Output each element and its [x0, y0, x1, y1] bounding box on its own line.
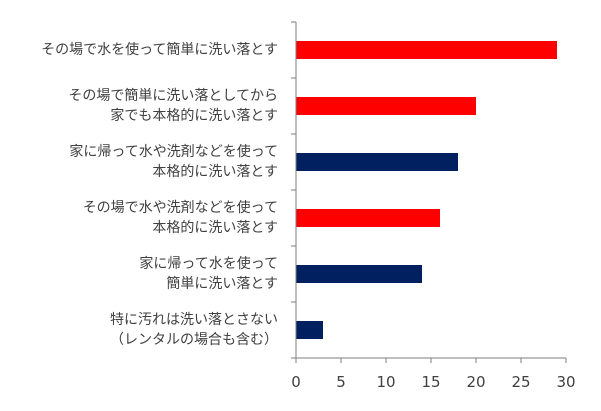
category-label-5-line-1: 家に帰って水を使って — [139, 255, 278, 272]
x-tick-label-1: 5 — [336, 373, 346, 391]
x-tick-labels: 0 5 10 15 20 25 30 — [291, 373, 575, 391]
category-label-4-line-1: その場で水や洗剤などを使って — [83, 199, 278, 216]
category-label-2-line-2: 家でも本格的に洗い落とす — [110, 107, 278, 124]
x-tick-label-3: 15 — [421, 373, 440, 391]
category-label-6-line-2: （レンタルの場合も含む） — [110, 332, 278, 348]
bar-3 — [296, 153, 458, 171]
bar-2 — [296, 97, 476, 115]
category-label-1-line-1: その場で水を使って簡単に洗い落とす — [41, 41, 278, 58]
bar-4 — [296, 209, 440, 227]
x-tick-label-0: 0 — [291, 373, 301, 391]
bar-1 — [296, 41, 557, 59]
bars — [296, 41, 557, 339]
x-tick-label-4: 20 — [466, 373, 485, 391]
bar-6 — [296, 321, 323, 339]
category-label-5-line-2: 簡単に洗い落とす — [166, 276, 278, 292]
x-tick-label-2: 10 — [376, 373, 395, 391]
category-labels: その場で水を使って簡単に洗い落とすその場で簡単に洗い落としてから家でも本格的に洗… — [41, 41, 278, 348]
category-label-4-line-2: 本格的に洗い落とす — [152, 220, 278, 236]
axes — [291, 21, 567, 363]
category-label-3-line-2: 本格的に洗い落とす — [152, 164, 278, 180]
category-label-3-line-1: 家に帰って水や洗剤などを使って — [69, 143, 278, 160]
category-label-2-line-1: その場で簡単に洗い落としてから — [68, 88, 278, 104]
x-tick-label-5: 25 — [511, 373, 530, 391]
category-label-6-line-1: 特に汚れは洗い落とさない — [110, 312, 278, 328]
bar-5 — [296, 265, 422, 283]
x-tick-label-6: 30 — [556, 373, 575, 391]
